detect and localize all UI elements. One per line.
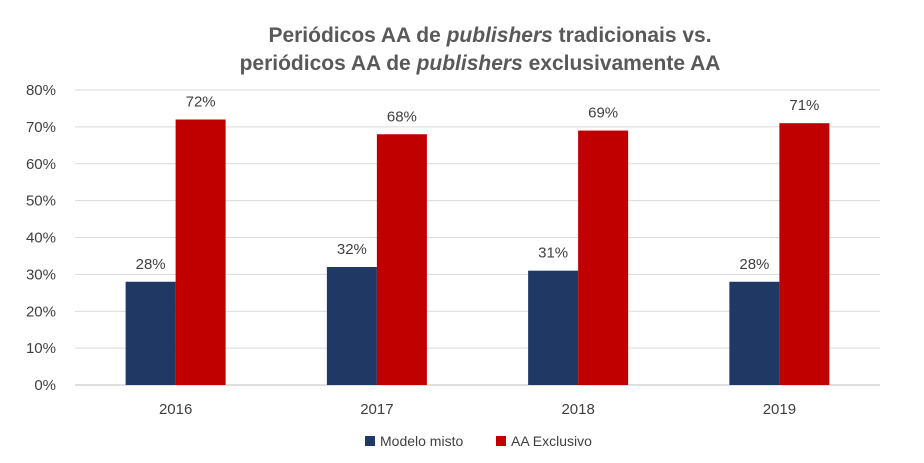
bar-aa-exclusivo-2019 [779,123,830,385]
bar-aa-exclusivo-2017 [376,134,427,385]
y-tick-label: 20% [26,303,56,320]
y-tick-label: 0% [34,377,56,394]
bars [125,119,830,385]
y-tick-label: 10% [26,340,56,357]
y-tick-label: 70% [26,119,56,136]
bar-modelo-misto-2016 [125,281,176,385]
legend: Modelo misto AA Exclusivo [365,433,592,449]
data-label: 31% [538,245,568,262]
y-axis-tick-labels: 0% 10% 20% 30% 40% 50% 60% 70% 80% [26,82,56,394]
x-category-label: 2017 [360,401,393,418]
legend-swatch [365,436,375,446]
legend-label: AA Exclusivo [511,433,592,449]
chart-title-line-2: periódicos AA de publishers exclusivamen… [240,52,721,75]
legend-label: Modelo misto [380,433,463,449]
data-label: 32% [337,241,367,258]
data-label: 28% [739,256,769,273]
bar-modelo-misto-2017 [326,267,377,385]
bar-aa-exclusivo-2016 [175,119,226,385]
data-label: 71% [789,97,819,114]
x-axis-category-labels: 2016 2017 2018 2019 [159,401,796,418]
x-category-label: 2018 [561,401,594,418]
bar-aa-exclusivo-2018 [578,130,629,385]
data-labels: 28% 72% 32% 68% 31% 69% 28% 71% [136,94,820,273]
data-label: 28% [136,256,166,273]
y-tick-label: 50% [26,193,56,210]
data-label: 69% [588,105,618,122]
data-label: 72% [186,94,216,111]
x-category-label: 2019 [763,401,796,418]
y-tick-label: 40% [26,230,56,247]
chart-title-line-1: Periódicos AA de publishers tradicionais… [268,24,711,47]
bar-modelo-misto-2018 [528,270,579,385]
data-label: 68% [387,108,417,125]
legend-swatch [496,436,506,446]
x-category-label: 2016 [159,401,192,418]
bar-modelo-misto-2019 [729,281,780,385]
y-tick-label: 30% [26,266,56,283]
y-tick-label: 80% [26,82,56,99]
y-tick-label: 60% [26,156,56,173]
